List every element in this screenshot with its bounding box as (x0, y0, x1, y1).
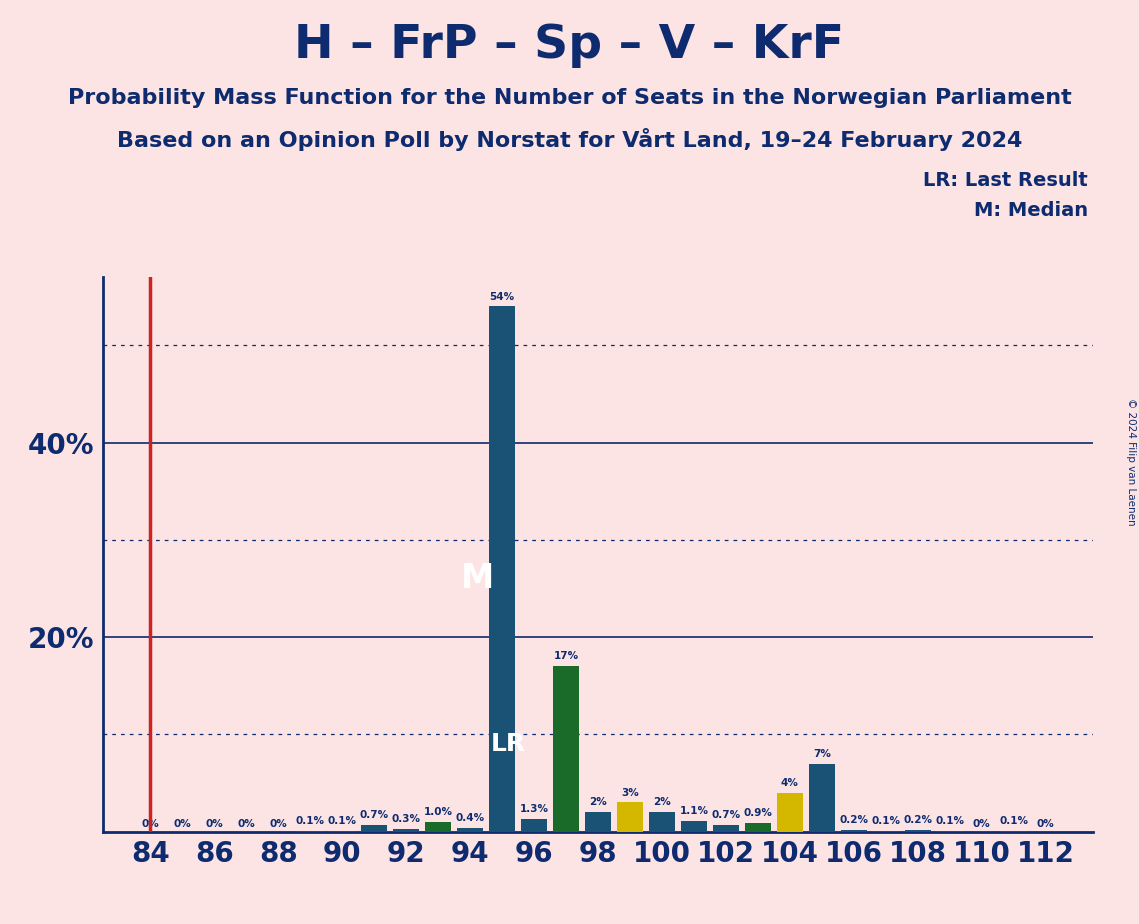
Text: 0.1%: 0.1% (871, 816, 900, 826)
Text: 0.2%: 0.2% (903, 815, 932, 825)
Text: 0.7%: 0.7% (711, 810, 740, 820)
Text: 17%: 17% (554, 651, 579, 662)
Text: 54%: 54% (490, 291, 515, 301)
Text: H – FrP – Sp – V – KrF: H – FrP – Sp – V – KrF (295, 23, 844, 68)
Text: 0.1%: 0.1% (296, 816, 325, 826)
Text: 1.3%: 1.3% (519, 804, 549, 814)
Text: M: M (461, 562, 494, 595)
Text: 0.1%: 0.1% (999, 816, 1029, 826)
Bar (904, 830, 931, 832)
Text: 0%: 0% (1036, 819, 1055, 829)
Text: 0.7%: 0.7% (360, 810, 388, 820)
Text: 0%: 0% (973, 819, 991, 829)
Bar (361, 825, 387, 832)
Text: 0%: 0% (205, 819, 223, 829)
Bar (584, 812, 612, 832)
Text: 0.4%: 0.4% (456, 813, 485, 823)
Bar (745, 823, 771, 832)
Text: LR: LR (491, 732, 526, 756)
Bar (936, 831, 962, 832)
Bar (713, 825, 739, 832)
Text: Probability Mass Function for the Number of Seats in the Norwegian Parliament: Probability Mass Function for the Number… (67, 88, 1072, 108)
Text: 1.0%: 1.0% (424, 807, 452, 817)
Text: 0.3%: 0.3% (392, 814, 420, 824)
Bar (552, 666, 579, 832)
Text: 4%: 4% (781, 778, 798, 788)
Bar (457, 828, 483, 832)
Bar (809, 763, 835, 832)
Text: LR: Last Result: LR: Last Result (923, 171, 1088, 190)
Text: 0.1%: 0.1% (328, 816, 357, 826)
Bar (393, 829, 419, 832)
Bar (649, 812, 675, 832)
Bar (425, 821, 451, 832)
Bar (617, 802, 644, 832)
Text: 0.9%: 0.9% (744, 808, 772, 818)
Text: 7%: 7% (813, 748, 830, 759)
Bar (841, 830, 867, 832)
Bar (872, 831, 899, 832)
Text: 0%: 0% (237, 819, 255, 829)
Text: 0%: 0% (141, 819, 159, 829)
Text: M: Median: M: Median (974, 201, 1088, 220)
Text: 3%: 3% (621, 787, 639, 797)
Text: © 2024 Filip van Laenen: © 2024 Filip van Laenen (1126, 398, 1136, 526)
Text: Based on an Opinion Poll by Norstat for Vårt Land, 19–24 February 2024: Based on an Opinion Poll by Norstat for … (117, 128, 1022, 151)
Bar (489, 307, 515, 832)
Text: 0%: 0% (173, 819, 191, 829)
Bar (521, 819, 547, 832)
Text: 0.1%: 0.1% (935, 816, 964, 826)
Text: 0.2%: 0.2% (839, 815, 868, 825)
Text: 0%: 0% (270, 819, 287, 829)
Bar (297, 831, 323, 832)
Text: 2%: 2% (653, 797, 671, 808)
Bar (777, 793, 803, 832)
Bar (329, 831, 355, 832)
Text: 1.1%: 1.1% (679, 806, 708, 816)
Bar (1000, 831, 1026, 832)
Text: 2%: 2% (589, 797, 607, 808)
Bar (681, 821, 707, 832)
